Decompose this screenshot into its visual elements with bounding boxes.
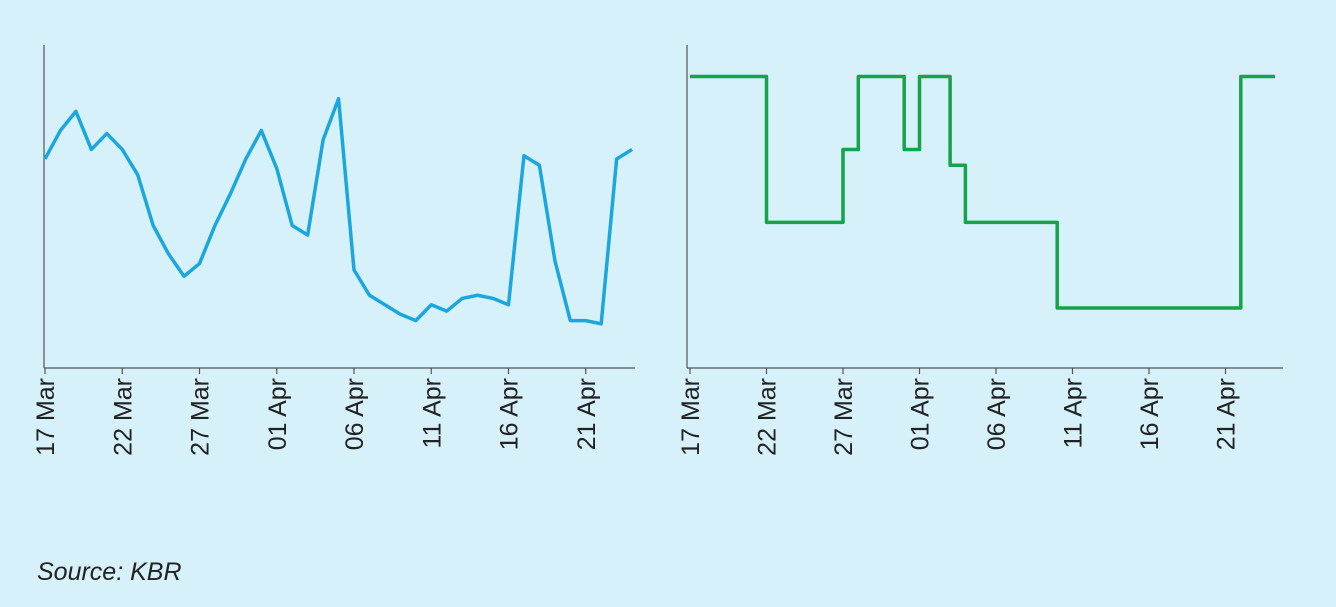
x-tick-label: 16 Apr: [1136, 378, 1164, 450]
x-tick-label: 06 Apr: [341, 378, 369, 450]
x-tick-label: 11 Apr: [418, 378, 446, 448]
x-tick-label: 17 Mar: [677, 378, 705, 456]
x-tick-label: 21 Apr: [573, 378, 601, 450]
x-tick-label: 27 Mar: [187, 378, 215, 456]
x-tick-label: 11 Apr: [1060, 378, 1088, 448]
line-series: [43, 96, 634, 326]
x-tick-label: 22 Mar: [754, 378, 782, 456]
x-tick-label: 01 Apr: [264, 378, 292, 450]
x-tick-label: 21 Apr: [1213, 378, 1241, 450]
source: Source: KBR: [37, 558, 182, 586]
x-tick-label: 22 Mar: [109, 378, 137, 456]
x-tick-label: 27 Mar: [830, 378, 858, 456]
x-tick-label: 17 Mar: [32, 378, 60, 456]
x-tick-label: 06 Apr: [983, 378, 1011, 450]
x-tick-label: 16 Apr: [496, 378, 524, 450]
line-series: [690, 74, 1275, 310]
x-tick-label: 01 Apr: [907, 378, 935, 450]
